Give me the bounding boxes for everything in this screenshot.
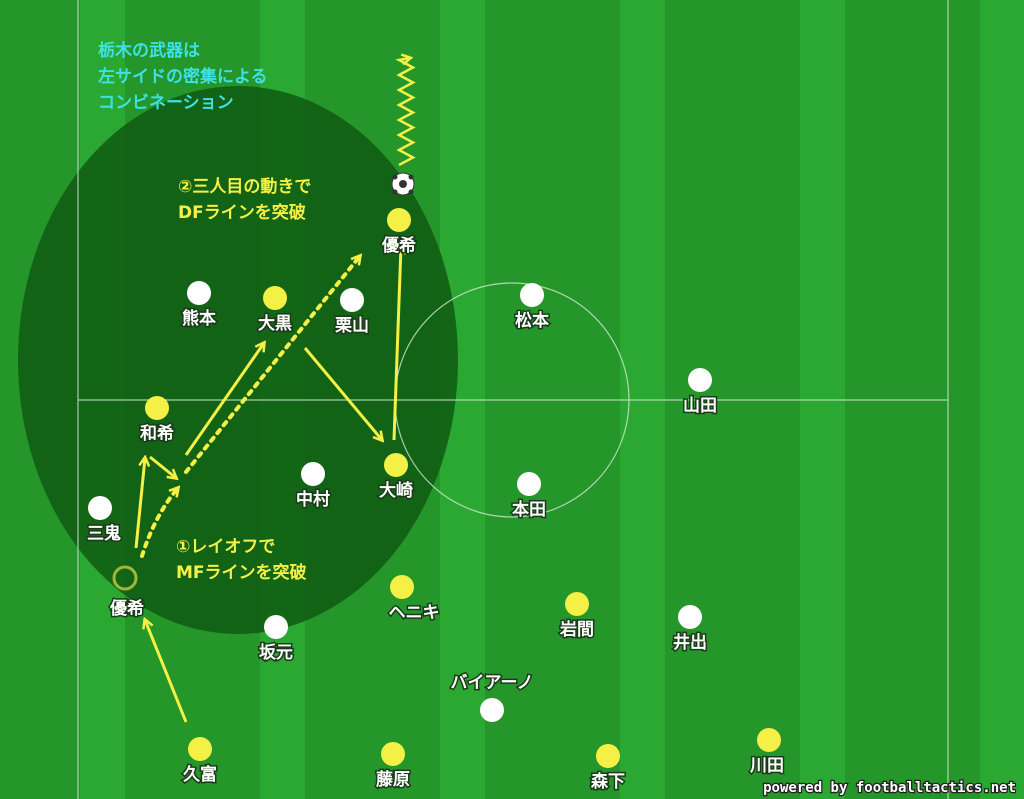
step1-line-2: MFラインを突破 bbox=[176, 562, 307, 583]
attacker-player-marker bbox=[596, 744, 620, 768]
attacker-player-name: 久富 bbox=[183, 764, 217, 785]
dotted-run-yuki-2 bbox=[184, 256, 360, 474]
step2-line-1: ②三人目の動きで bbox=[178, 176, 311, 197]
defender-player-name: 栗山 bbox=[335, 316, 369, 336]
step2-line-2: DFラインを突破 bbox=[178, 202, 306, 223]
defender-player: 中村 bbox=[295, 462, 332, 512]
attacker-player: 川田 bbox=[748, 728, 786, 778]
notes: 栃木の武器は 左サイドの密集による コンビネーション ②三人目の動きで DFライ… bbox=[98, 40, 311, 583]
defender-player-marker bbox=[301, 462, 325, 486]
attacker-player-marker bbox=[565, 592, 589, 616]
soccer-ball-icon bbox=[391, 172, 415, 196]
headline-line-3: コンビネーション bbox=[98, 93, 234, 113]
attacker-player-name: 川田 bbox=[749, 756, 784, 776]
ghost-player: 優希 bbox=[108, 565, 146, 621]
attacker-player: 大崎 bbox=[378, 453, 415, 503]
attacker-player: 久富 bbox=[182, 737, 219, 787]
defender-player: 松本 bbox=[514, 283, 551, 333]
attacker-player-name: 藤原 bbox=[376, 770, 410, 790]
defender-player-name: 山田 bbox=[683, 396, 717, 416]
attacker-player: 森下 bbox=[590, 744, 627, 794]
defender-player-marker bbox=[678, 605, 702, 629]
defender-player: 井出 bbox=[672, 605, 709, 655]
pitch-stripe bbox=[980, 0, 1024, 799]
attacker-player-marker bbox=[757, 728, 781, 752]
attacker-player-marker bbox=[384, 453, 408, 477]
defender-player: 山田 bbox=[682, 368, 719, 418]
defender-player-marker bbox=[520, 283, 544, 307]
attacker-player: 藤原 bbox=[375, 742, 412, 792]
attacker-player-name: 森下 bbox=[591, 771, 625, 792]
arrow-kazuki-layoff bbox=[149, 455, 176, 478]
step1-line-1: ①レイオフで bbox=[176, 537, 275, 557]
attacker-player: 和希 bbox=[139, 396, 176, 446]
attacker-player: ヘニキ bbox=[387, 575, 441, 625]
attacker-player: 優希 bbox=[380, 208, 418, 258]
attacker-player-marker bbox=[188, 737, 212, 761]
defender-player: 熊本 bbox=[181, 281, 218, 331]
combination-zone bbox=[18, 86, 458, 634]
defender-player-name: 坂元 bbox=[259, 643, 293, 663]
attacker-player-name: ヘニキ bbox=[389, 603, 440, 623]
defender-player-marker bbox=[264, 615, 288, 639]
defender-player: 本田 bbox=[511, 472, 548, 522]
arrow-to-oguro bbox=[184, 343, 264, 456]
defender-player: 三鬼 bbox=[86, 496, 123, 546]
attacker-player-name: 大崎 bbox=[379, 480, 413, 501]
dotted-run-yuki bbox=[140, 488, 178, 558]
defender-player-marker bbox=[688, 368, 712, 392]
dribble-zigzag bbox=[395, 58, 416, 167]
attacker-player-name: 和希 bbox=[140, 423, 174, 444]
defender-player-marker bbox=[88, 496, 112, 520]
defender-player-name: 井出 bbox=[673, 632, 707, 653]
defender-player-name: バイアーノ bbox=[451, 673, 534, 693]
defender-player-marker bbox=[517, 472, 541, 496]
attacker-player-marker bbox=[390, 575, 414, 599]
arrow-yuki-to-kazuki bbox=[134, 458, 145, 549]
attacker-player: 岩間 bbox=[558, 592, 596, 642]
defender-player-name: 本田 bbox=[512, 499, 546, 520]
attacker-player-marker bbox=[263, 286, 287, 310]
defender-player-marker bbox=[340, 288, 364, 312]
attacker-player-marker bbox=[145, 396, 169, 420]
attacker-player-name: 大黒 bbox=[258, 313, 292, 334]
arrow-osaki-to-yuki bbox=[392, 246, 401, 441]
attacker-player-name: 岩間 bbox=[559, 619, 594, 640]
defender-player-name: 三鬼 bbox=[87, 523, 121, 544]
defender-player: 栗山 bbox=[334, 288, 371, 338]
defender-player: 坂元 bbox=[258, 615, 295, 665]
movement-arrows bbox=[134, 58, 416, 723]
ghost-player-marker bbox=[112, 565, 138, 591]
defender-player: バイアーノ bbox=[449, 672, 535, 722]
defender-player-name: 松本 bbox=[515, 310, 549, 331]
defender-player-marker bbox=[480, 698, 504, 722]
attacker-player: 大黒 bbox=[257, 286, 294, 336]
defender-player-marker bbox=[187, 281, 211, 305]
defender-player-name: 中村 bbox=[296, 489, 330, 510]
defender-player-name: 熊本 bbox=[182, 308, 216, 329]
arrow-oguro-to-osaki bbox=[303, 347, 382, 440]
attacker-player-marker bbox=[387, 208, 411, 232]
attacker-player-name: 優希 bbox=[381, 235, 416, 256]
arrow-hitomi-to-yuki bbox=[145, 620, 188, 723]
credit-text: powered by footballtactics.net bbox=[763, 780, 1016, 796]
headline-line-1: 栃木の武器は bbox=[98, 40, 200, 61]
ghost-player-name: 優希 bbox=[109, 598, 144, 619]
attacker-player-marker bbox=[381, 742, 405, 766]
headline-line-2: 左サイドの密集による bbox=[98, 66, 268, 87]
